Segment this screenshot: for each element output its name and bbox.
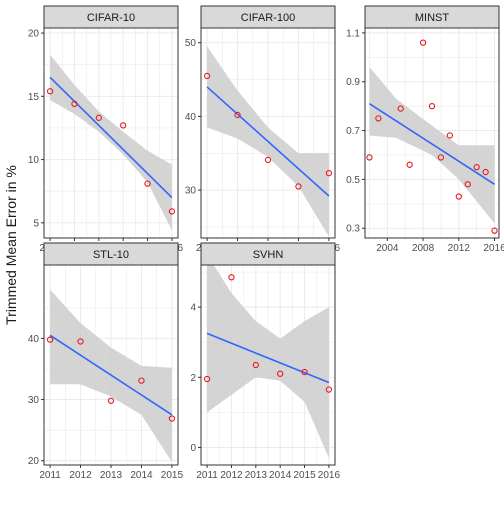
data-point	[455, 193, 462, 200]
data-point	[419, 39, 427, 46]
x-tick-label: 2016	[318, 470, 341, 481]
data-point	[264, 156, 272, 164]
data-point	[446, 132, 454, 139]
facet-panel: STL-10 2011 2012 2013 2014 2015 20 30 40	[28, 242, 184, 481]
confidence-band	[207, 265, 329, 458]
y-tick-label: 30	[28, 395, 40, 406]
y-axis-label: Trimmed Mean Error in %	[3, 165, 19, 325]
data-point	[77, 338, 84, 345]
panel-border	[200, 264, 336, 466]
trend-line	[206, 332, 330, 384]
x-tick-label: 2013	[245, 470, 268, 481]
y-tick-label: 20	[28, 456, 40, 467]
y-tick-label: 40	[185, 112, 197, 123]
y-tick-label: 0.9	[346, 77, 360, 88]
x-tick-label: 2012	[69, 470, 92, 481]
y-tick-label: 30	[185, 186, 197, 197]
y-tick-label: 50	[185, 38, 197, 49]
y-tick-label: 0.3	[346, 224, 360, 235]
data-point	[397, 105, 404, 112]
data-point	[71, 100, 78, 108]
data-point	[366, 154, 373, 161]
trend-line	[369, 103, 495, 185]
facet-title: MINST	[415, 12, 450, 24]
x-tick-label: 2015	[293, 470, 316, 481]
facet-title: STL-10	[93, 249, 129, 261]
y-tick-label: 15	[28, 92, 40, 103]
x-tick-label: 2014	[269, 470, 292, 481]
data-point	[107, 397, 115, 404]
data-point	[406, 161, 413, 168]
y-tick-label: 10	[28, 155, 40, 166]
data-point	[295, 183, 302, 190]
x-tick-label: 2011	[39, 470, 61, 481]
data-point	[168, 208, 176, 215]
trend-line	[49, 334, 173, 416]
x-tick-label: 2013	[100, 470, 123, 481]
trend-line	[49, 76, 173, 199]
data-point	[228, 274, 235, 281]
x-tick-label: 2015	[161, 470, 184, 481]
data-point	[277, 370, 284, 377]
data-point	[144, 180, 151, 187]
data-point	[301, 368, 308, 376]
x-tick-label: 2014	[130, 470, 153, 481]
y-tick-label: 4	[190, 303, 196, 314]
data-point	[46, 88, 54, 95]
facet-title: CIFAR-100	[241, 12, 295, 24]
data-point	[203, 72, 211, 80]
confidence-band	[50, 54, 172, 231]
y-tick-label: 0.5	[346, 175, 360, 186]
data-point	[491, 227, 498, 234]
y-tick-label: 0	[190, 443, 196, 454]
x-tick-label: 2011	[196, 470, 218, 481]
data-point	[95, 114, 102, 121]
data-point	[252, 361, 259, 369]
panel-border	[364, 27, 500, 239]
facet-panel: CIFAR-102011201220132014201520165101520	[28, 5, 183, 254]
data-point	[325, 386, 333, 393]
x-tick-label: 2004	[376, 243, 399, 254]
facet-title: CIFAR-10	[87, 12, 135, 24]
x-tick-label: 2016	[483, 243, 504, 254]
y-tick-label: 20	[28, 29, 40, 40]
y-tick-label: 0.7	[346, 126, 360, 137]
data-point	[138, 377, 145, 384]
data-point	[234, 111, 241, 119]
facet-panel: MINST 2004 2008 2012 2016 0.3 0.5 0.7 0.9 1.1	[346, 5, 504, 254]
y-tick-label: 1.1	[346, 28, 360, 39]
data-point	[375, 115, 382, 122]
data-point	[482, 168, 489, 176]
y-tick-label: 2	[190, 373, 196, 384]
x-tick-label: 2008	[412, 243, 435, 254]
data-point	[428, 102, 436, 110]
facet-panel: CIFAR-10020122013201420152016304050	[185, 5, 340, 254]
trend-line	[206, 86, 330, 197]
y-tick-label: 5	[33, 218, 39, 229]
panel-border	[43, 27, 179, 239]
x-tick-label: 2012	[448, 243, 471, 254]
data-point	[46, 336, 54, 343]
data-point	[168, 415, 176, 422]
y-tick-label: 40	[28, 334, 40, 345]
data-point	[120, 122, 127, 129]
data-point	[473, 164, 480, 171]
data-point	[437, 154, 445, 161]
x-tick-label: 2012	[220, 470, 243, 481]
facet-panel: SVHN 2011 2012 2013 2014 2015 2016 0 2 4	[190, 242, 341, 481]
data-point	[203, 375, 211, 383]
data-point	[325, 170, 333, 177]
data-point	[464, 181, 471, 188]
facet-title: SVHN	[253, 249, 284, 261]
